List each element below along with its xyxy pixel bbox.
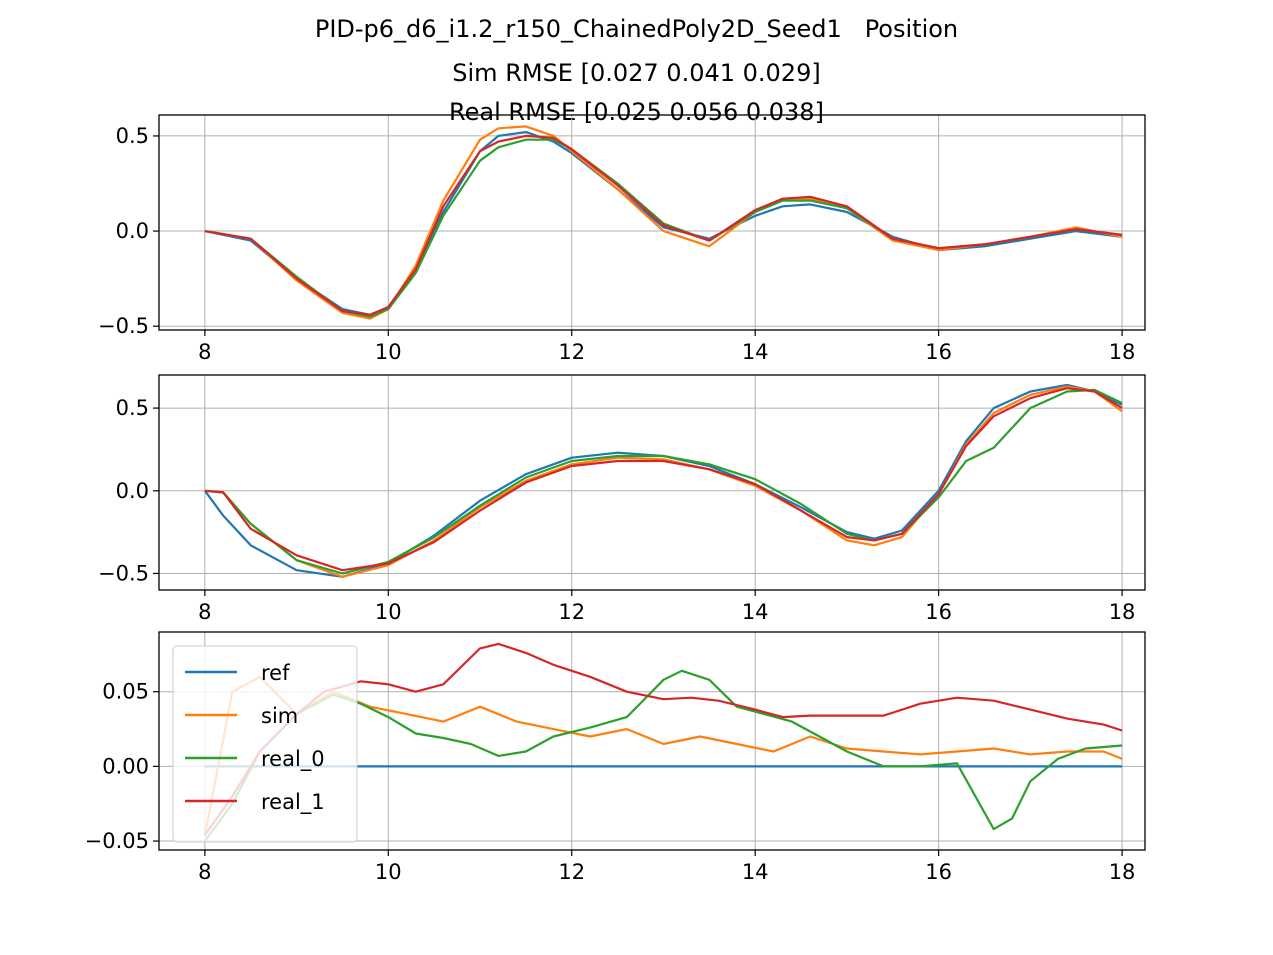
series-line-ref [204,383,1123,578]
y-tick-label: 0.5 [116,396,149,420]
x-tick-label: 14 [742,340,769,364]
axes-frame [158,114,1146,331]
x-tick-label: 18 [1109,340,1136,364]
legend: ref sim real_0 real_1 [172,645,358,843]
y-tick-label: 0.05 [102,680,149,704]
figure-title-line-2: Sim RMSE [0.027 0.041 0.029] [452,59,821,87]
x-tick-label: 12 [558,340,585,364]
legend-label-real_0: real_0 [261,747,325,772]
x-tick-label: 18 [1109,860,1136,884]
series-line-real_0 [204,669,1123,842]
figure-title-line-3: Real RMSE [0.025 0.056 0.038] [449,98,824,126]
x-tick-label: 12 [558,860,585,884]
x-tick-label: 10 [375,600,402,624]
y-tick-label: 0.5 [116,124,149,148]
axes-frame [158,631,1146,851]
series-line-real_1 [204,387,1123,572]
y-tick-label: −0.05 [85,829,149,853]
x-tick-label: 16 [925,860,952,884]
series-line-real_0 [204,388,1123,575]
series-line-real_1 [204,134,1123,316]
x-tick-label: 8 [198,340,211,364]
x-tick-label: 14 [742,860,769,884]
x-tick-label: 10 [375,340,402,364]
x-tick-label: 8 [198,600,211,624]
plot-panel-2: 8 10 12 14 16 18 −0.5 0.0 0.5 [98,374,1146,624]
legend-label-sim: sim [261,704,298,728]
plot-panel-3: 8 10 12 14 16 18 −0.05 0.00 0.05 ref sim real_0real… [85,631,1146,884]
axes-frame [158,374,1146,591]
x-tick-label: 14 [742,600,769,624]
y-tick-label: 0.0 [116,219,149,243]
series-line-sim [204,125,1123,320]
legend-box [172,645,358,843]
legend-label-ref: ref [261,661,290,685]
x-tick-label: 16 [925,340,952,364]
x-tick-label: 16 [925,600,952,624]
y-tick-label: 0.0 [116,479,149,503]
y-tick-label: −0.5 [98,314,149,338]
y-tick-label: 0.00 [102,754,149,778]
figure-title-line-1: PID-p6_d6_i1.2_r150_ChainedPoly2D_Seed1 … [314,15,959,43]
x-tick-label: 18 [1109,600,1136,624]
legend-label-real_1: real_1 [261,790,325,815]
x-tick-label: 10 [375,860,402,884]
y-tick-label: −0.5 [98,561,149,585]
x-tick-label: 8 [198,860,211,884]
plot-panel-1: 8 10 12 14 16 18 −0.5 0.0 0.5 [98,114,1146,364]
series-line-sim [204,385,1123,578]
x-tick-label: 12 [558,600,585,624]
